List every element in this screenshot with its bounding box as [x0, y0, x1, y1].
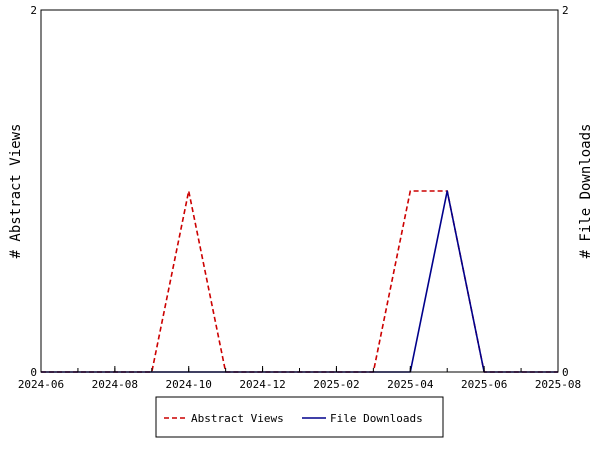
legend-label: Abstract Views — [191, 412, 284, 425]
x-tick-label: 2025-08 — [535, 378, 581, 391]
legend: Abstract Views File Downloads — [155, 396, 444, 438]
y-right-axis-title: # File Downloads — [578, 124, 594, 259]
x-tick-label: 2025-06 — [461, 378, 507, 391]
series-line-file-downloads — [41, 190, 558, 373]
x-tick-label: 2024-12 — [239, 378, 285, 391]
x-tick-label: 2025-02 — [313, 378, 359, 391]
x-tick-label: 2024-10 — [166, 378, 212, 391]
y-left-axis-title: # Abstract Views — [8, 124, 24, 259]
x-tick-label: 2025-04 — [387, 378, 434, 391]
axes: 2024-06 2024-08 2024-10 2024-12 2025-02 2025-… — [8, 4, 594, 391]
legend-label: File Downloads — [330, 412, 423, 425]
y-right-tick-label: 2 — [562, 4, 569, 17]
y-left-tick-label: 2 — [30, 4, 37, 17]
y-right-tick-label: 0 — [562, 366, 569, 379]
plot-frame — [40, 9, 559, 373]
x-tick-label: 2024-08 — [92, 378, 138, 391]
x-tick-label: 2024-06 — [18, 378, 64, 391]
legend-box — [155, 396, 444, 438]
series-line-abstract-views — [41, 190, 558, 373]
plot-area — [41, 190, 558, 373]
y-left-tick-label: 0 — [30, 366, 37, 379]
